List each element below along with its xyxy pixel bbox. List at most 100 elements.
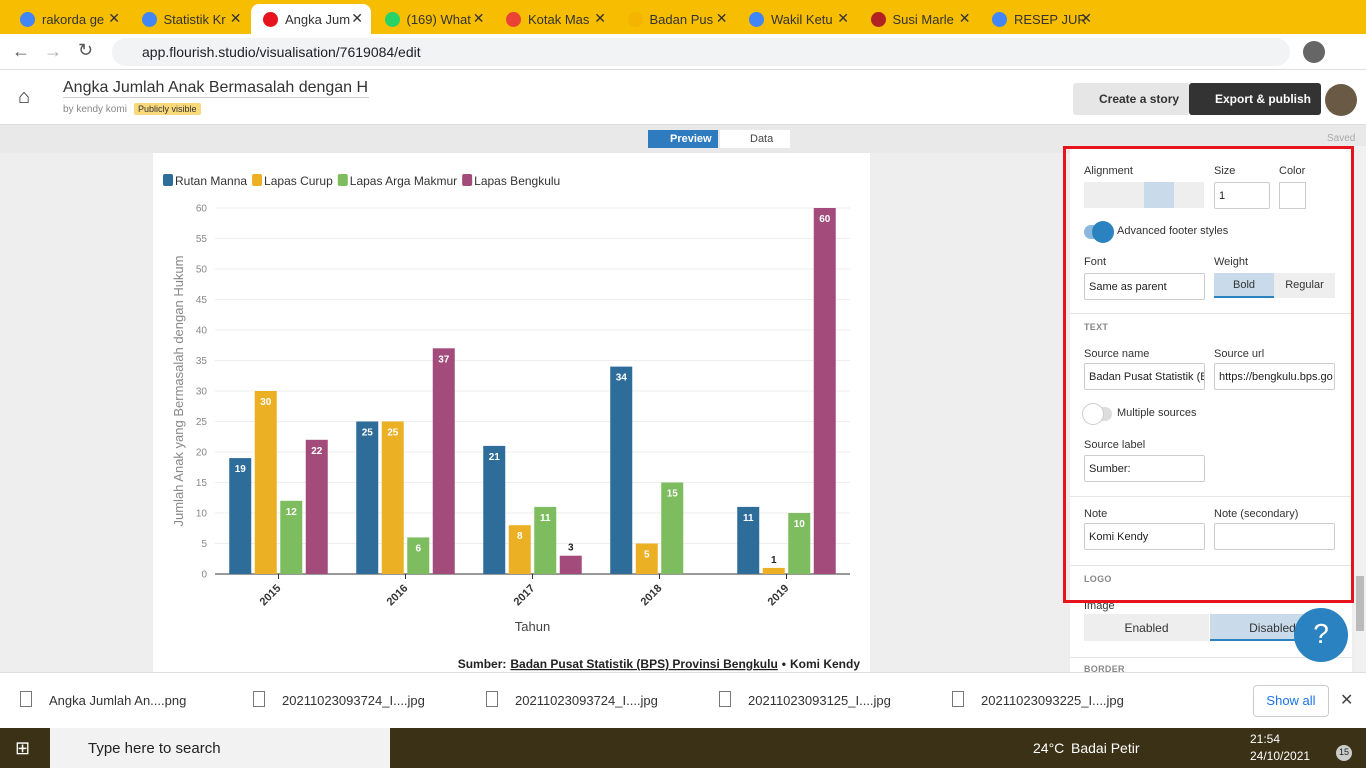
y-tick-label: 0 xyxy=(201,570,207,581)
label: Font xyxy=(1084,256,1107,268)
y-tick-label: 30 xyxy=(196,387,208,398)
browser-tab[interactable]: Susi Marle ✕ xyxy=(859,4,979,34)
y-tick-label: 40 xyxy=(196,326,208,337)
browser-tab[interactable]: (169) What ✕ xyxy=(373,4,493,34)
y-axis-label: Jumlah Anak yang Bermasalah dengan Hukum xyxy=(171,256,186,527)
toggle[interactable] xyxy=(1084,221,1114,243)
source-name: Badan Pusat Statistik (BPS) Provinsi Ben… xyxy=(510,657,777,671)
weight-bold[interactable]: Bold xyxy=(1214,273,1274,298)
source-name-input[interactable]: Badan Pusat Statistik (B xyxy=(1084,363,1205,390)
visibility-badge[interactable]: Publicly visible xyxy=(134,103,201,115)
create-story-button[interactable]: Create a story xyxy=(1073,83,1190,115)
note-secondary-input[interactable] xyxy=(1214,523,1335,550)
app-header: ⌂ Angka Jumlah Anak Bermasalah dengan Hu… xyxy=(0,70,1366,125)
download-item[interactable]: 20211023093724_I....jpg xyxy=(515,693,658,708)
value-label: 21 xyxy=(489,452,501,463)
back-icon[interactable]: ← xyxy=(12,41,30,61)
bar xyxy=(280,500,303,574)
chart: Rutan Manna Lapas Curup Lapas Arga Makmur L… xyxy=(163,174,860,671)
browser-tab[interactable]: Kotak Mas ✕ xyxy=(494,4,614,34)
source-label: Sumber: xyxy=(458,657,507,671)
home-icon[interactable]: ⌂ xyxy=(18,86,31,108)
bar xyxy=(737,506,760,574)
legend-label: Rutan Manna xyxy=(175,174,247,188)
bar xyxy=(788,513,811,574)
x-tick-label: 2015 xyxy=(258,582,284,608)
weather: Badai Petir xyxy=(1071,740,1140,756)
file-icon xyxy=(719,691,731,707)
tab-close[interactable]: ✕ xyxy=(229,10,242,26)
y-tick-label: 35 xyxy=(196,356,208,367)
download-item[interactable]: 20211023093724_I....jpg xyxy=(282,693,425,708)
y-tick-label: 10 xyxy=(196,509,208,520)
source-url-input[interactable]: https://bengkulu.bps.go xyxy=(1214,363,1335,390)
size-input[interactable]: 1 xyxy=(1214,182,1270,209)
tab-bar: rakorda ge ✕ Statistik Kr ✕ Angka Jum ✕ (169) … xyxy=(0,0,1366,34)
search-box[interactable]: Type here to search xyxy=(50,728,390,768)
browser-tab[interactable]: Badan Pus ✕ xyxy=(616,4,736,34)
tab-close[interactable]: ✕ xyxy=(472,10,485,26)
note-input[interactable]: Komi Kendy xyxy=(1084,523,1205,550)
tab-close[interactable]: ✕ xyxy=(351,10,363,26)
alignment-buttons[interactable] xyxy=(1084,182,1204,208)
close-icon[interactable]: ✕ xyxy=(1340,692,1354,709)
tab-icon xyxy=(870,12,886,27)
tab-close[interactable]: ✕ xyxy=(594,10,606,26)
browser-tab[interactable]: RESEP JUR ✕ xyxy=(980,4,1100,34)
font-select[interactable]: Same as parent xyxy=(1084,273,1205,300)
toggle[interactable] xyxy=(1082,403,1112,425)
notification-badge[interactable]: 15 xyxy=(1336,745,1352,761)
browser-tab[interactable]: Statistik Kr ✕ xyxy=(130,4,250,34)
user-avatar[interactable] xyxy=(1325,84,1357,116)
logo-enabled[interactable]: Enabled xyxy=(1084,614,1209,641)
browser-tab[interactable]: Wakil Ketu ✕ xyxy=(737,4,857,34)
file-icon xyxy=(486,691,498,707)
color-swatch[interactable] xyxy=(1279,182,1306,209)
start-button[interactable]: ⊞ xyxy=(15,738,31,758)
value-label: 11 xyxy=(540,513,551,524)
forward-icon[interactable]: → xyxy=(44,41,62,61)
tab-close[interactable]: ✕ xyxy=(108,10,120,26)
url-field[interactable]: app.flourish.studio/visualisation/761908… xyxy=(112,38,1290,66)
tab-icon xyxy=(749,12,764,27)
data-tab[interactable]: Data xyxy=(720,130,790,148)
legend-label: Lapas Arga Makmur xyxy=(350,174,457,188)
address-bar: ← → ↻ app.flourish.studio/visualisation/… xyxy=(0,34,1366,70)
save-status: Saved xyxy=(1327,133,1356,144)
y-tick-label: 60 xyxy=(196,204,208,215)
help-button[interactable]: ? xyxy=(1294,608,1348,662)
download-item[interactable]: 20211023093125_I....jpg xyxy=(748,693,891,708)
source-label-input[interactable]: Sumber: xyxy=(1084,455,1205,482)
viz-title[interactable]: Angka Jumlah Anak Bermasalah dengan Huku xyxy=(63,79,369,98)
x-tick-label: 2018 xyxy=(639,582,665,608)
clock-time: 21:54 xyxy=(1250,732,1281,746)
y-tick-label: 20 xyxy=(196,448,208,459)
preview-tab[interactable]: Preview xyxy=(648,130,718,148)
tab-close[interactable]: ✕ xyxy=(1080,10,1092,26)
tab-label: Statistik Kr xyxy=(163,12,226,27)
download-item[interactable]: Angka Jumlah An....png xyxy=(49,693,187,708)
tab-close[interactable]: ✕ xyxy=(837,10,849,26)
legend-swatch xyxy=(462,174,473,186)
weight-regular[interactable]: Regular xyxy=(1274,273,1335,298)
y-tick-label: 50 xyxy=(196,265,208,276)
tab-close[interactable]: ✕ xyxy=(958,10,971,26)
value-label: 10 xyxy=(794,519,806,530)
highlight-box xyxy=(1063,146,1354,603)
profile-avatar[interactable] xyxy=(1303,41,1325,63)
tab-close[interactable]: ✕ xyxy=(715,10,728,26)
browser-tab[interactable]: rakorda ge ✕ xyxy=(8,4,128,34)
value-label: 12 xyxy=(286,507,298,518)
separator: • xyxy=(782,657,786,671)
export-button[interactable]: Export & publish xyxy=(1189,83,1321,115)
value-label: 25 xyxy=(362,428,374,439)
reload-icon[interactable]: ↻ xyxy=(78,40,94,60)
download-item[interactable]: 20211023093225_I....jpg xyxy=(981,693,1124,708)
scrollbar[interactable] xyxy=(1354,146,1366,672)
value-label: 6 xyxy=(415,543,421,554)
toggle-label: Multiple sources xyxy=(1117,407,1197,419)
browser-tab[interactable]: Angka Jum ✕ xyxy=(251,4,371,34)
show-all-button[interactable]: Show all xyxy=(1253,685,1329,717)
x-axis-label: Tahun xyxy=(515,619,550,634)
